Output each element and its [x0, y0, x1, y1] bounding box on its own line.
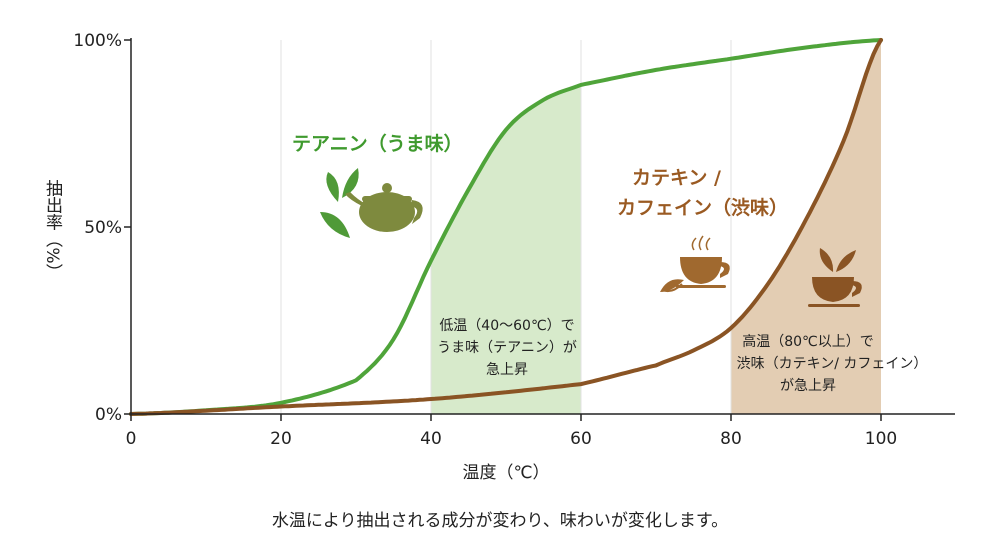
tea-leaves-icon — [320, 168, 359, 238]
shaded-range-1 — [731, 40, 881, 414]
series-label-0: テアニン（うま味） — [292, 132, 463, 155]
annotation-0-line-1: うま味（テアニン）が — [437, 340, 577, 356]
annotation-1-line-2: が急上昇 — [780, 378, 836, 394]
y-tick-label: 100% — [73, 31, 122, 51]
annotation-0-line-0: 低温（40〜60℃）で — [439, 318, 574, 334]
y-tick-label: 0% — [95, 405, 122, 425]
y-tick-label: 50% — [84, 218, 122, 238]
series-label-1-line2: カフェイン（渋味） — [617, 196, 788, 219]
series-line-1 — [129, 38, 883, 416]
y-axis-label: 抽出率（%） — [42, 179, 63, 280]
shaded-range-0 — [431, 84, 581, 415]
x-tick-label: 100 — [865, 429, 897, 449]
tea-cup-icon — [808, 248, 862, 307]
teapot-icon — [345, 183, 423, 232]
annotation-1-line-0: 高温（80℃以上）で — [742, 333, 874, 350]
annotation-1-line-1: 渋味（カテキン/ カフェイン） — [737, 356, 928, 372]
series-label-1-line1: カテキン / — [632, 167, 721, 189]
x-tick-label: 0 — [126, 429, 137, 449]
x-tick-label: 80 — [720, 429, 742, 449]
x-tick-label: 20 — [270, 429, 292, 449]
x-tick-label: 60 — [570, 429, 592, 449]
caption: 水温により抽出される成分が変わり、味わいが変化します。 — [272, 511, 728, 531]
steaming-cup-icon — [660, 235, 730, 293]
x-tick-label: 40 — [420, 429, 442, 449]
x-axis-label: 温度（℃） — [462, 463, 549, 483]
annotation-0-line-2: 急上昇 — [486, 362, 528, 378]
